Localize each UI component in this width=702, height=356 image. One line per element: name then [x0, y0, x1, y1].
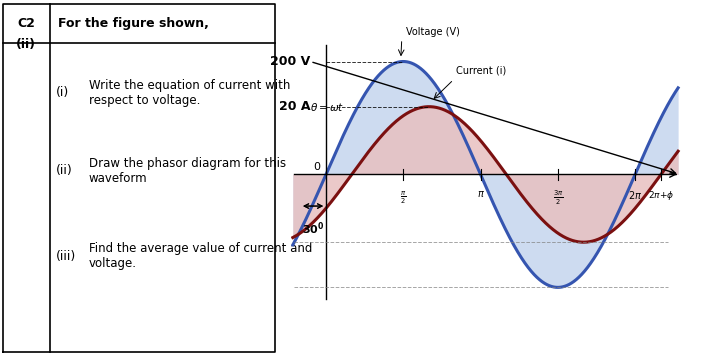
Text: $\pi$: $\pi$ [477, 189, 484, 199]
Text: Draw the phasor diagram for this
waveform: Draw the phasor diagram for this wavefor… [88, 157, 286, 185]
Text: $2\pi$: $2\pi$ [628, 189, 642, 201]
Text: For the figure shown,: For the figure shown, [58, 17, 209, 30]
Text: (i): (i) [55, 86, 69, 99]
Text: $\theta = \omega t$: $\theta = \omega t$ [310, 101, 345, 113]
Text: Find the average value of current and
voltage.: Find the average value of current and vo… [88, 242, 312, 270]
Text: Write the equation of current with
respect to voltage.: Write the equation of current with respe… [88, 79, 290, 106]
Text: $\mathbf{30^0}$: $\mathbf{30^0}$ [302, 221, 324, 237]
Text: Current (i): Current (i) [456, 65, 506, 75]
Text: (ii): (ii) [16, 38, 37, 51]
Text: 20 A: 20 A [279, 100, 310, 113]
Text: (ii): (ii) [55, 164, 72, 177]
Text: $\frac{3\pi}{2}$: $\frac{3\pi}{2}$ [552, 189, 563, 207]
Text: $2\pi{+}\phi$: $2\pi{+}\phi$ [648, 189, 674, 202]
Text: (iii): (iii) [55, 250, 76, 263]
Text: $\frac{\pi}{2}$: $\frac{\pi}{2}$ [400, 189, 406, 206]
Text: 0: 0 [313, 162, 320, 172]
Text: Voltage (V): Voltage (V) [406, 27, 460, 37]
Text: C2: C2 [18, 17, 35, 30]
Text: 200 V: 200 V [270, 55, 310, 68]
